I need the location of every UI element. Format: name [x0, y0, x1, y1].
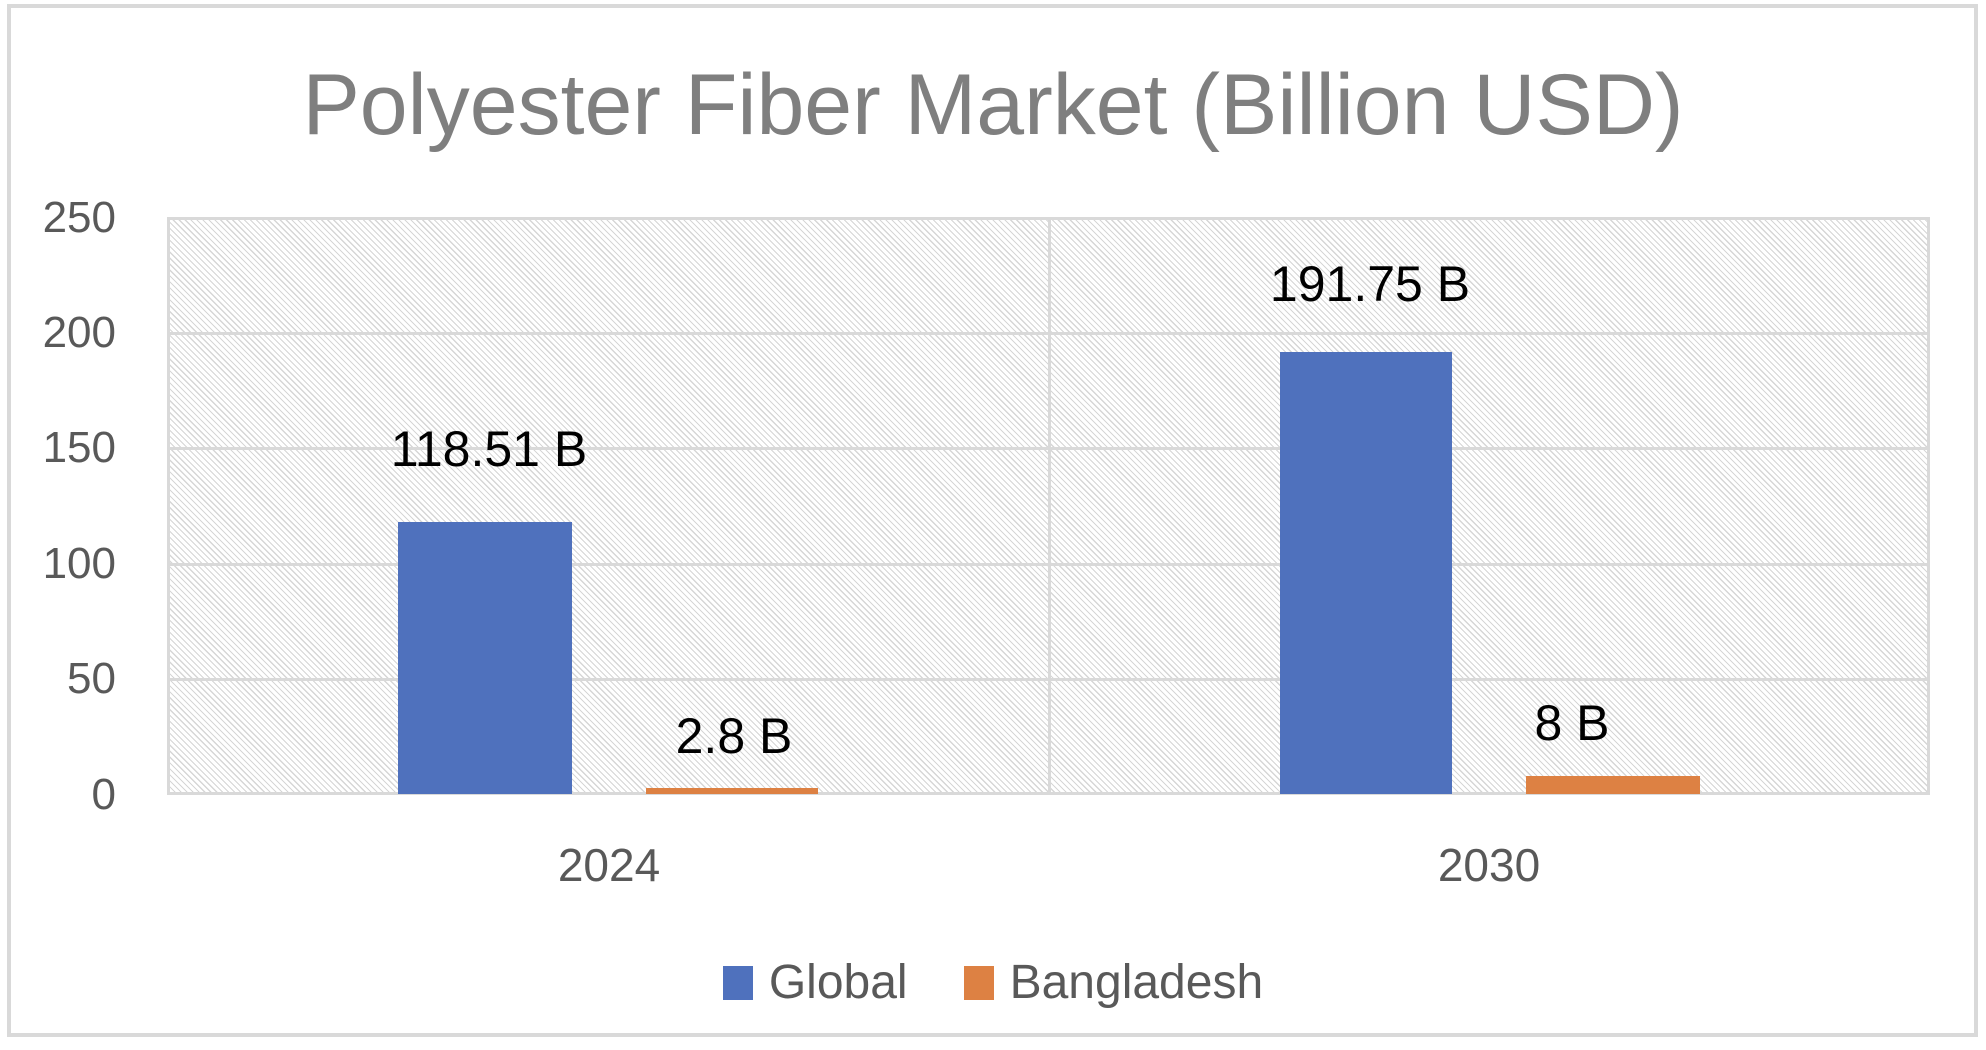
legend-label-bangladesh: Bangladesh — [1009, 956, 1264, 1009]
x-tick-2030: 2030 — [1437, 839, 1541, 891]
data-label-bangladesh-2030: 8 B — [1534, 695, 1610, 751]
bar-bangladesh-2030[interactable] — [1526, 776, 1700, 794]
data-label-global-2024: 118.51 B — [390, 421, 588, 477]
category-divider — [1048, 217, 1051, 795]
data-label-bangladesh-2024: 2.8 B — [675, 708, 793, 764]
legend-item-global[interactable]: Global — [722, 956, 908, 1009]
legend-item-bangladesh[interactable]: Bangladesh — [963, 956, 1264, 1009]
legend: Global Bangladesh — [0, 958, 1986, 1008]
chart-title: Polyester Fiber Market (Billion USD) — [302, 57, 1684, 153]
bar-bangladesh-2024[interactable] — [646, 788, 818, 794]
bar-global-2030[interactable] — [1280, 352, 1452, 794]
data-label-global-2030: 191.75 B — [1269, 256, 1471, 312]
legend-label-global: Global — [768, 956, 908, 1009]
legend-swatch-global-icon — [722, 966, 753, 1000]
legend-swatch-bangladesh-icon — [963, 966, 994, 1000]
y-tick-100: 100 — [42, 539, 116, 588]
y-tick-150: 150 — [42, 423, 116, 472]
y-tick-50: 50 — [67, 654, 116, 703]
bar-global-2024[interactable] — [398, 522, 572, 794]
y-tick-250: 250 — [42, 193, 116, 242]
x-tick-2024: 2024 — [557, 839, 661, 891]
y-tick-0: 0 — [91, 770, 116, 819]
y-tick-200: 200 — [42, 308, 116, 357]
